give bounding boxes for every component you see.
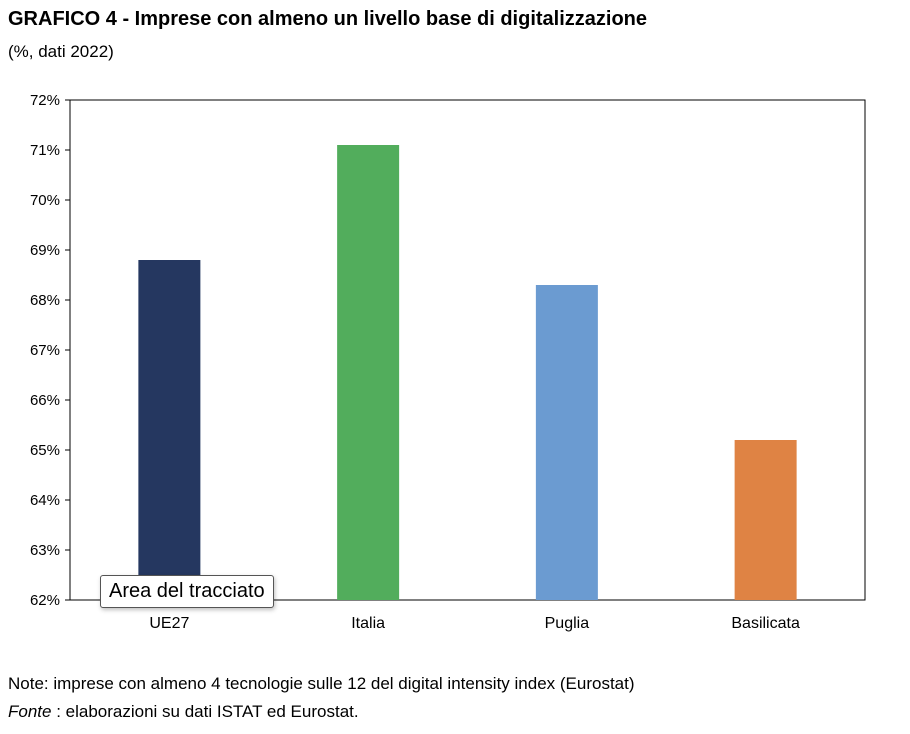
bars bbox=[138, 145, 797, 600]
bar-basilicata[interactable] bbox=[734, 440, 797, 600]
x-tick-label: Italia bbox=[351, 615, 385, 632]
x-axis: UE27 Italia Puglia Basilicata bbox=[149, 615, 800, 632]
source-note: Fonte : elaborazioni su dati ISTAT ed Eu… bbox=[8, 702, 359, 722]
plot-area-tooltip: Area del tracciato bbox=[100, 575, 274, 608]
y-tick-label: 65% bbox=[30, 442, 60, 459]
y-tick-label: 69% bbox=[30, 242, 60, 259]
x-tick-label: Puglia bbox=[545, 615, 590, 632]
bar-puglia[interactable] bbox=[535, 285, 598, 600]
footnote: Note: imprese con almeno 4 tecnologie su… bbox=[8, 674, 635, 693]
bar-chart[interactable]: 62% 63% 64% 65% 66% 67% 68% 69% 70% 71% 72% UE27 It… bbox=[0, 0, 910, 660]
source-label: Fonte bbox=[8, 702, 52, 721]
y-tick-label: 64% bbox=[30, 492, 60, 509]
x-tick-label: UE27 bbox=[149, 615, 189, 632]
plot-area[interactable] bbox=[69, 99, 866, 601]
y-tick-label: 67% bbox=[30, 342, 60, 359]
y-tick-label: 63% bbox=[30, 542, 60, 559]
bar-italia[interactable] bbox=[337, 145, 400, 600]
y-tick-label: 66% bbox=[30, 392, 60, 409]
x-tick-label: Basilicata bbox=[731, 615, 800, 632]
y-tick-label: 62% bbox=[30, 592, 60, 609]
chart-title: GRAFICO 4 - Imprese con almeno un livell… bbox=[8, 8, 648, 30]
chart-subtitle: (%, dati 2022) bbox=[8, 42, 114, 61]
y-tick-label: 68% bbox=[30, 292, 60, 309]
y-tick-label: 70% bbox=[30, 192, 60, 209]
y-tick-label: 71% bbox=[30, 142, 60, 159]
source-text: : elaborazioni su dati ISTAT ed Eurostat… bbox=[51, 702, 359, 721]
y-tick-label: 72% bbox=[30, 92, 60, 109]
bar-ue27[interactable] bbox=[138, 260, 201, 600]
y-axis: 62% 63% 64% 65% 66% 67% 68% 69% 70% 71% 72% bbox=[30, 92, 70, 609]
